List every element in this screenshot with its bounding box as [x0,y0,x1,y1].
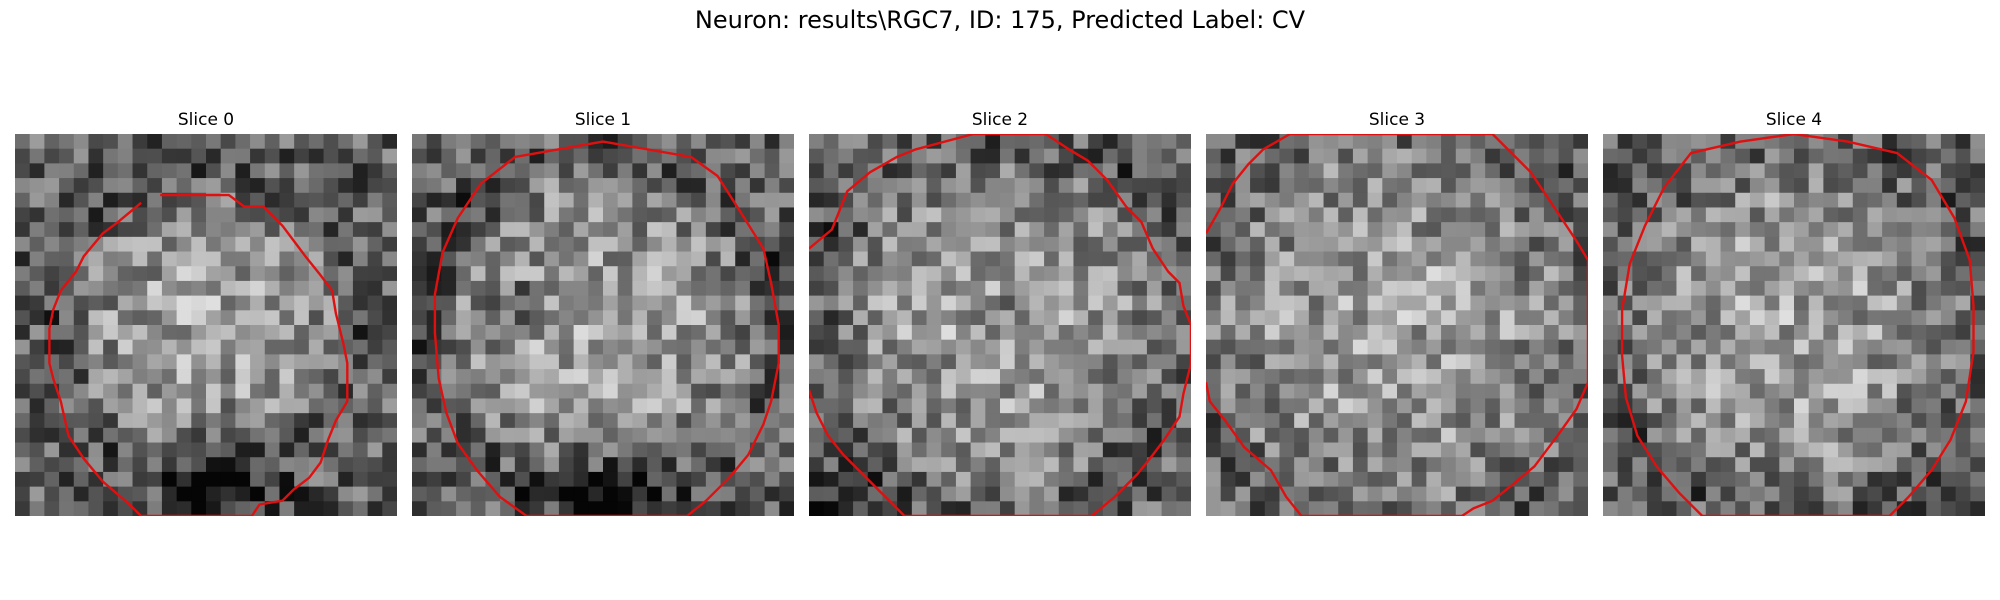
slice-title-4: Slice 4 [1765,110,1823,130]
slice-image-1 [412,134,794,516]
slice-image-2 [809,134,1191,516]
pixel-grid [809,134,1191,516]
slice-title-3: Slice 3 [1368,110,1426,130]
slice-panel-0: Slice 0 [15,110,397,516]
slice-image-0 [15,134,397,516]
pixel-grid [1603,134,1985,516]
pixel-grid [412,134,794,516]
slice-title-2: Slice 2 [971,110,1029,130]
slice-image-4 [1603,134,1985,516]
pixel-grid [1206,134,1588,516]
figure-title: Neuron: results\RGC7, ID: 175, Predicted… [694,6,1306,34]
cell-contour [809,134,1191,516]
pixel-grid [15,134,397,516]
cell-contour [48,193,349,516]
slice-title-1: Slice 1 [574,110,632,130]
slice-panel-2: Slice 2 [809,110,1191,516]
cell-contour [1206,134,1588,516]
slice-image-3 [1206,134,1588,516]
cell-contour [1620,134,1975,516]
cell-contour [433,140,780,516]
slice-panel-4: Slice 4 [1603,110,1985,516]
slice-title-0: Slice 0 [177,110,235,130]
slice-panel-1: Slice 1 [412,110,794,516]
slice-panel-3: Slice 3 [1206,110,1588,516]
